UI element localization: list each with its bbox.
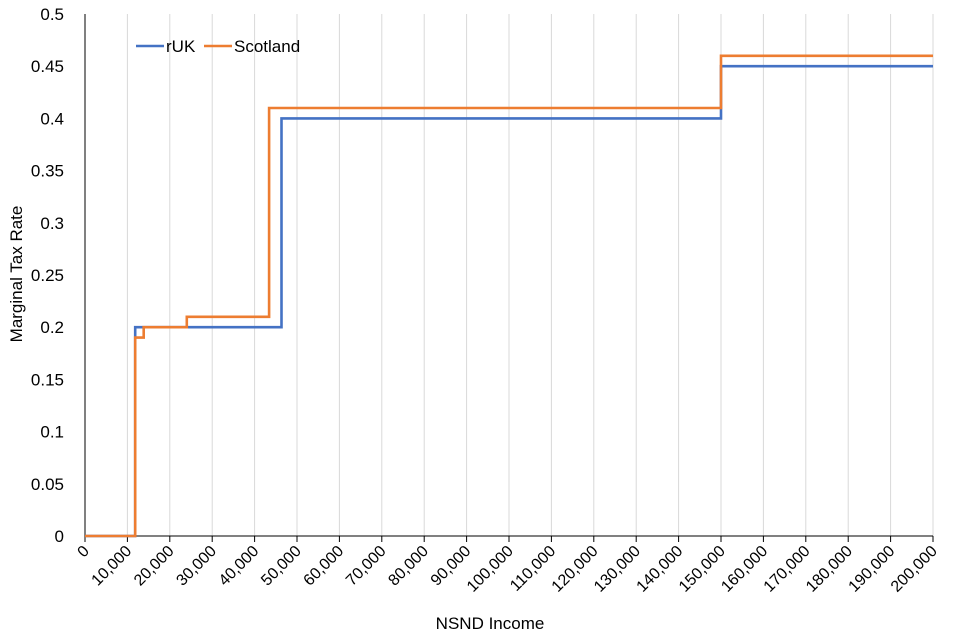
y-tick-label: 0.45 (31, 57, 64, 76)
y-tick-label: 0.5 (40, 5, 64, 24)
x-tick-label: 20,000 (131, 543, 178, 590)
x-tick-labels: 010,00020,00030,00040,00050,00060,00070,… (75, 536, 941, 596)
x-tick-label: 140,000 (634, 543, 687, 596)
legend-label: rUK (166, 37, 196, 56)
y-tick-label: 0 (55, 527, 64, 546)
y-tick-label: 0.05 (31, 475, 64, 494)
x-tick-label: 190,000 (846, 543, 899, 596)
x-tick-label: 120,000 (549, 543, 602, 596)
legend: rUK Scotland (136, 37, 300, 56)
y-tick-label: 0.35 (31, 162, 64, 181)
x-tick-label: 10,000 (89, 543, 136, 590)
x-tick-label: 30,000 (173, 543, 220, 590)
x-tick-label: 180,000 (803, 543, 856, 596)
legend-label: Scotland (234, 37, 300, 56)
y-tick-label: 0.3 (40, 214, 64, 233)
x-tick-label: 100,000 (464, 543, 517, 596)
y-tick-label: 0.15 (31, 370, 64, 389)
x-tick-label: 130,000 (591, 543, 644, 596)
series-lines (85, 54, 933, 538)
y-tick-label: 0.4 (40, 109, 64, 128)
y-axis-label: Marginal Tax Rate (7, 206, 26, 343)
x-tick-label: 70,000 (343, 543, 390, 590)
x-tick-label: 50,000 (258, 543, 305, 590)
x-tick-label: 160,000 (718, 543, 771, 596)
y-tick-label: 0.25 (31, 266, 64, 285)
x-tick-label: 40,000 (216, 543, 263, 590)
x-tick-label: 0 (75, 543, 93, 561)
x-axis-label: NSND Income (436, 614, 545, 633)
y-tick-labels: 0 0.05 0.1 0.15 0.2 0.25 0.3 0.35 0.4 0.45 0.5 (31, 5, 64, 546)
x-tick-label: 150,000 (676, 543, 729, 596)
x-tick-label: 170,000 (761, 543, 814, 596)
x-tick-label: 200,000 (888, 543, 941, 596)
y-tick-label: 0.2 (40, 318, 64, 337)
grid-lines (126, 14, 934, 536)
x-tick-label: 80,000 (385, 543, 432, 590)
x-tick-label: 60,000 (301, 543, 348, 590)
series-line-scotland (85, 54, 933, 538)
y-tick-label: 0.1 (40, 423, 64, 442)
